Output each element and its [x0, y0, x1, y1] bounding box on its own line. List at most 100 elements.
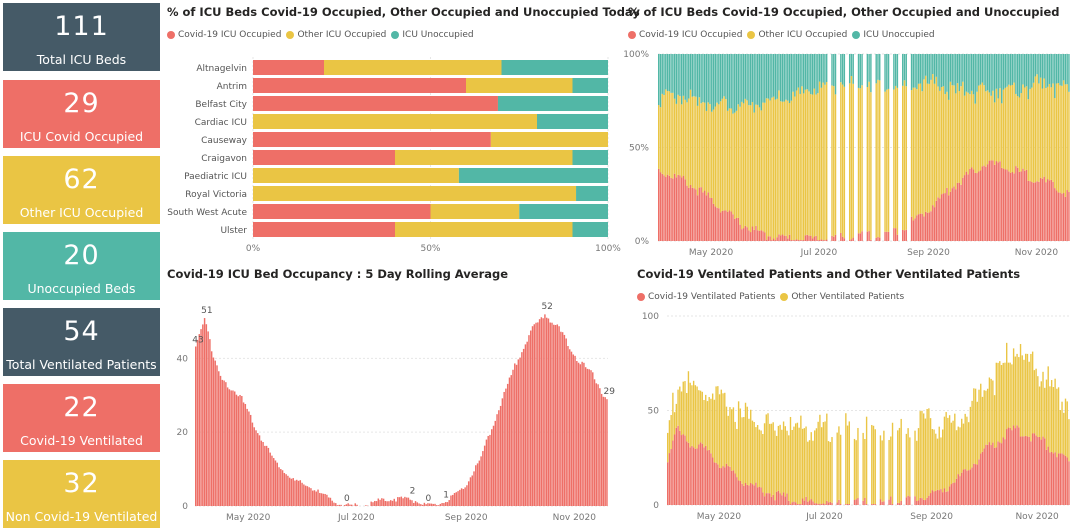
- day-bar[interactable]: [861, 54, 863, 241]
- day-bar[interactable]: [819, 414, 821, 505]
- day-bar[interactable]: [581, 361, 583, 506]
- day-bar[interactable]: [670, 54, 672, 241]
- day-bar[interactable]: [981, 54, 984, 241]
- day-bar[interactable]: [1050, 54, 1052, 241]
- day-bar[interactable]: [1054, 378, 1056, 505]
- day-bar[interactable]: [554, 325, 557, 506]
- day-bar[interactable]: [370, 501, 372, 506]
- day-bar[interactable]: [306, 486, 309, 506]
- day-bar[interactable]: [728, 54, 731, 241]
- day-bar[interactable]: [443, 503, 445, 506]
- day-bar[interactable]: [663, 54, 665, 241]
- day-bar[interactable]: [400, 496, 403, 506]
- legend-item[interactable]: Other ICU Occupied: [747, 30, 847, 40]
- day-bar[interactable]: [688, 54, 690, 241]
- day-bar[interactable]: [879, 435, 882, 505]
- day-bar[interactable]: [887, 54, 890, 241]
- day-bar[interactable]: [916, 440, 918, 505]
- day-bar[interactable]: [549, 322, 551, 506]
- day-bar[interactable]: [734, 54, 736, 241]
- day-bar[interactable]: [682, 381, 684, 505]
- day-bar[interactable]: [531, 326, 534, 506]
- day-bar[interactable]: [786, 430, 788, 505]
- day-bar[interactable]: [936, 438, 939, 505]
- day-bar[interactable]: [755, 427, 757, 505]
- day-bar[interactable]: [753, 54, 755, 241]
- day-bar[interactable]: [1022, 54, 1024, 241]
- day-bar[interactable]: [896, 54, 899, 241]
- day-bar[interactable]: [377, 498, 380, 506]
- day-bar[interactable]: [439, 503, 442, 506]
- day-bar[interactable]: [246, 408, 248, 506]
- day-bar[interactable]: [1050, 380, 1053, 505]
- day-bar[interactable]: [967, 422, 970, 505]
- day-bar[interactable]: [726, 54, 729, 241]
- day-bar[interactable]: [963, 54, 966, 241]
- day-bar[interactable]: [519, 357, 521, 506]
- day-bar[interactable]: [694, 385, 697, 505]
- day-bar[interactable]: [960, 54, 962, 241]
- day-bar[interactable]: [672, 392, 674, 505]
- day-bar[interactable]: [983, 390, 985, 505]
- day-bar[interactable]: [195, 346, 197, 506]
- day-bar[interactable]: [750, 409, 752, 505]
- day-bar[interactable]: [947, 417, 949, 505]
- day-bar[interactable]: [480, 456, 482, 506]
- day-bar[interactable]: [1016, 54, 1019, 241]
- day-bar[interactable]: [969, 54, 971, 241]
- day-bar[interactable]: [815, 428, 818, 505]
- day-bar[interactable]: [781, 54, 784, 241]
- day-bar[interactable]: [677, 54, 679, 241]
- day-bar[interactable]: [933, 54, 936, 241]
- day-bar[interactable]: [973, 388, 975, 505]
- day-bar[interactable]: [770, 423, 773, 505]
- day-bar[interactable]: [308, 487, 310, 506]
- day-bar[interactable]: [407, 497, 410, 506]
- day-bar[interactable]: [894, 54, 897, 241]
- day-bar[interactable]: [196, 339, 199, 506]
- day-bar[interactable]: [935, 433, 937, 505]
- day-bar[interactable]: [817, 54, 819, 241]
- day-bar[interactable]: [954, 413, 956, 505]
- day-bar[interactable]: [893, 54, 895, 241]
- day-bar[interactable]: [794, 423, 797, 505]
- day-bar[interactable]: [402, 498, 404, 506]
- day-bar[interactable]: [409, 499, 411, 506]
- day-bar[interactable]: [413, 502, 415, 506]
- day-bar[interactable]: [287, 475, 289, 506]
- day-bar[interactable]: [680, 54, 683, 241]
- day-bar[interactable]: [606, 399, 608, 506]
- day-bar[interactable]: [707, 54, 709, 241]
- day-bar[interactable]: [993, 54, 996, 241]
- bar-segment[interactable]: [253, 204, 431, 219]
- day-bar[interactable]: [785, 54, 787, 241]
- day-bar[interactable]: [900, 418, 902, 505]
- day-bar[interactable]: [673, 412, 676, 505]
- day-bar[interactable]: [705, 54, 708, 241]
- bar-segment[interactable]: [253, 114, 537, 129]
- day-bar[interactable]: [281, 470, 284, 506]
- day-bar[interactable]: [414, 501, 417, 506]
- day-bar[interactable]: [921, 410, 923, 505]
- day-bar[interactable]: [327, 497, 330, 506]
- day-bar[interactable]: [985, 390, 987, 505]
- day-bar[interactable]: [822, 422, 825, 505]
- day-bar[interactable]: [475, 465, 477, 506]
- day-bar[interactable]: [1054, 54, 1056, 241]
- day-bar[interactable]: [718, 54, 720, 241]
- day-bar[interactable]: [677, 389, 679, 505]
- day-bar[interactable]: [464, 487, 466, 506]
- day-bar[interactable]: [997, 54, 999, 241]
- day-bar[interactable]: [556, 324, 559, 506]
- day-bar[interactable]: [593, 379, 596, 506]
- day-bar[interactable]: [824, 54, 826, 241]
- day-bar[interactable]: [485, 439, 488, 506]
- kpi-total-ventilated[interactable]: 54 Total Ventilated Patients: [3, 308, 160, 376]
- day-bar[interactable]: [1057, 54, 1060, 241]
- day-bar[interactable]: [749, 54, 752, 241]
- day-bar[interactable]: [825, 54, 828, 241]
- day-bar[interactable]: [315, 491, 317, 506]
- day-bar[interactable]: [395, 501, 397, 506]
- day-bar[interactable]: [558, 326, 560, 506]
- day-bar[interactable]: [734, 421, 736, 505]
